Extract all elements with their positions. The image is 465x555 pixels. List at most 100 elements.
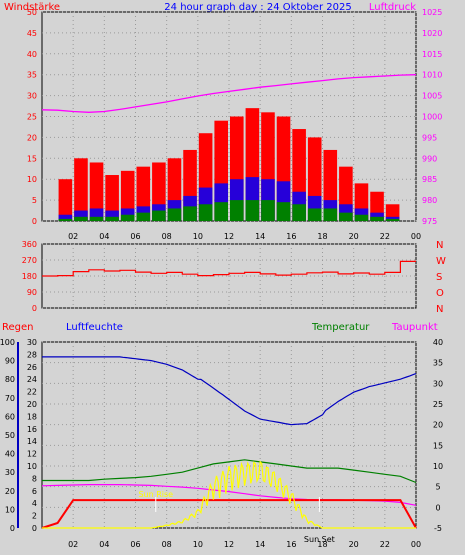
wind-bar	[58, 179, 73, 221]
wind-tick-label: 35	[27, 71, 37, 80]
wind-pressure-chart: 02 04 06 08 10 12 14 16 18 20 22 000510152025303540…	[27, 8, 443, 241]
calm-bar	[385, 218, 400, 221]
humidity-tick-label: 90	[5, 357, 15, 366]
direction-tick-label: 90	[27, 288, 37, 297]
pressure-tick-label: 1005	[422, 92, 442, 101]
x-tick-label: 18	[317, 232, 327, 241]
x-tick-label: 12	[224, 540, 234, 549]
calm-bar	[214, 202, 228, 221]
wind-tick-label: 0	[32, 217, 37, 226]
rain-tick-label: 2	[32, 512, 37, 521]
gust-bar	[74, 210, 88, 221]
humidity-line	[42, 356, 417, 426]
temperature-tick-label: 10	[433, 462, 443, 471]
rain-tick-label: 28	[27, 350, 37, 359]
compass-label: S	[436, 272, 442, 283]
compass-label: W	[436, 256, 446, 267]
wind-tick-label: 30	[27, 92, 37, 101]
wind-tick-label: 20	[27, 133, 37, 142]
calm-bar	[261, 200, 275, 221]
calm-bar	[339, 212, 353, 221]
temperature-tick-label: -5	[434, 524, 442, 533]
wind-bar	[120, 170, 135, 221]
calm-bar	[370, 216, 384, 221]
gust-bar	[58, 214, 73, 221]
direction-tick-label: 0	[32, 304, 37, 313]
pressure-tick-label: 1020	[422, 29, 442, 38]
temperature-tick-label: 0	[435, 503, 440, 512]
calm-bar	[276, 202, 291, 221]
rain-tick-label: 16	[27, 425, 37, 434]
x-tick-label: 04	[99, 540, 109, 549]
x-tick-label: 08	[162, 232, 172, 241]
x-tick-label: 02	[68, 232, 78, 241]
humidity-tick-label: 70	[5, 394, 15, 403]
pressure-tick-label: 990	[422, 154, 437, 163]
humidity-axis-title: Luftfeuchte	[66, 322, 123, 333]
calm-bar	[307, 208, 322, 221]
rain-tick-label: 0	[32, 524, 37, 533]
pressure-tick-label: 975	[422, 217, 437, 226]
rain-tick-label: 14	[27, 437, 37, 446]
calm-series	[58, 200, 400, 221]
calm-bar	[292, 204, 306, 221]
x-tick-label: 16	[286, 540, 296, 549]
calm-bar	[136, 212, 151, 221]
gust-bar	[105, 210, 119, 221]
x-tick-label: 22	[380, 540, 390, 549]
temperature-tick-label: 35	[433, 359, 443, 368]
rain-tick-label: 22	[27, 388, 37, 397]
sunshine-line	[42, 460, 416, 529]
humidity-tick-label: 50	[5, 431, 15, 440]
calm-bar	[198, 204, 213, 221]
x-tick-label: 06	[130, 232, 140, 241]
wind-bar	[105, 175, 119, 221]
direction-tick-label: 360	[22, 240, 37, 249]
temperature-tick-label: 25	[433, 400, 443, 409]
calm-bar	[152, 210, 166, 221]
calm-bar	[183, 206, 197, 221]
pressure-tick-label: 1015	[422, 50, 442, 59]
pressure-tick-label: 985	[422, 175, 437, 184]
direction-tick-label: 270	[22, 256, 37, 265]
wind-tick-label: 5	[32, 196, 37, 205]
pressure-tick-label: 1000	[422, 113, 442, 122]
direction-tick-label: 180	[22, 272, 37, 281]
sun-event-label: Sun Rise	[138, 490, 173, 499]
x-tick-label: 04	[99, 232, 109, 241]
x-tick-label: 14	[255, 232, 265, 241]
pressure-axis-title: Luftdruck	[369, 2, 416, 13]
calm-bar	[74, 216, 88, 221]
x-tick-label: 12	[224, 232, 234, 241]
wind-tick-label: 15	[27, 154, 37, 163]
rain-tick-label: 18	[27, 412, 37, 421]
compass-label: O	[436, 288, 444, 299]
rain-line	[41, 499, 417, 529]
rain-tick-label: 12	[27, 450, 37, 459]
calm-bar	[58, 218, 73, 221]
x-tick-label: 06	[130, 540, 140, 549]
x-tick-label: 08	[162, 540, 172, 549]
rain-tick-label: 6	[32, 487, 37, 496]
x-tick-label: 18	[317, 540, 327, 549]
humidity-tick-label: 40	[5, 450, 15, 459]
wind-tick-label: 10	[27, 175, 37, 184]
rain-tick-label: 26	[27, 363, 37, 372]
rain-tick-label: 10	[27, 462, 37, 471]
x-tick-label: 02	[68, 540, 78, 549]
x-tick-label: 16	[286, 232, 296, 241]
humidity-tick-label: 60	[5, 412, 15, 421]
calm-bar	[245, 200, 260, 221]
temperature-tick-label: 40	[433, 338, 443, 347]
wind-axis-title: Windstärke	[4, 2, 60, 13]
x-tick-label: 10	[193, 540, 203, 549]
x-tick-label: 22	[380, 232, 390, 241]
calm-bar	[105, 216, 119, 221]
wind-tick-label: 50	[27, 8, 37, 17]
x-tick-label: 00	[411, 540, 421, 549]
calm-bar	[230, 200, 244, 221]
sun-event-label: Sun Set	[304, 535, 335, 544]
calm-bar	[120, 214, 135, 221]
